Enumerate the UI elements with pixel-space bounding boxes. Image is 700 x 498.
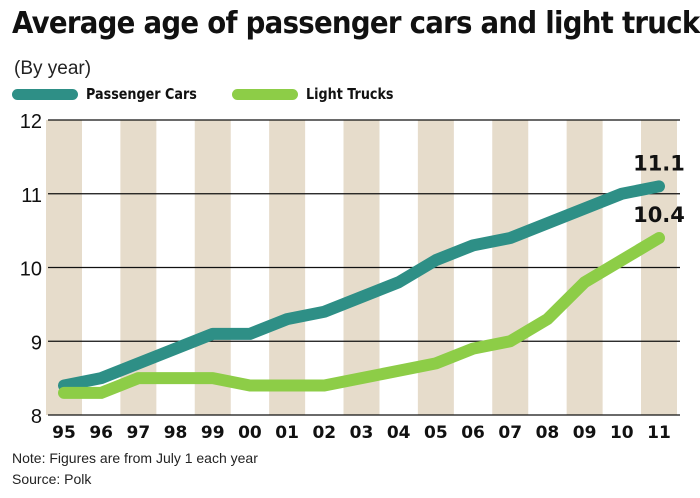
legend: Passenger Cars Light Trucks xyxy=(12,83,409,105)
x-tick-label-03: 03 xyxy=(350,423,374,443)
x-tick-label-11: 11 xyxy=(647,423,671,443)
series-line-light-trucks xyxy=(58,232,665,399)
x-tick-label-04: 04 xyxy=(387,423,411,443)
data-label-light-trucks: 10.4 xyxy=(633,203,685,227)
footnote-source: Source: Polk xyxy=(12,471,92,487)
y-tick-label-12: 12 xyxy=(20,111,42,133)
x-tick-label-10: 10 xyxy=(610,423,634,443)
x-tick-label-99: 99 xyxy=(201,423,225,443)
chart-title: Average age of passenger cars and light … xyxy=(12,6,700,41)
x-tick-label-08: 08 xyxy=(536,423,560,443)
y-tick-label-9: 9 xyxy=(31,332,42,354)
x-tick-label-02: 02 xyxy=(312,423,336,443)
line-chart: 8 9 10 11 12 95 96 97 98 99 00 01 02 03 04 05 06 07 08 09 10… xyxy=(20,111,685,443)
x-tick-label-06: 06 xyxy=(461,423,485,443)
legend-swatch-passenger-cars xyxy=(12,88,78,100)
y-tick-label-10: 10 xyxy=(20,259,42,281)
footnote-note: Note: Figures are from July 1 each year xyxy=(12,450,258,466)
y-tick-label-11: 11 xyxy=(21,185,42,207)
x-tick-label-95: 95 xyxy=(52,423,76,443)
legend-item-passenger-cars: Passenger Cars xyxy=(12,85,216,103)
chart-subtitle: (By year) xyxy=(14,58,92,79)
x-tick-label-05: 05 xyxy=(424,423,448,443)
x-tick-label-01: 01 xyxy=(275,423,299,443)
legend-swatch-light-trucks xyxy=(232,88,299,100)
legend-label-light-trucks: Light Trucks xyxy=(306,85,394,103)
x-tick-label-09: 09 xyxy=(573,423,597,443)
x-tick-label-96: 96 xyxy=(89,423,113,443)
x-tick-label-98: 98 xyxy=(164,423,188,443)
legend-label-passenger-cars: Passenger Cars xyxy=(86,85,197,103)
legend-item-light-trucks: Light Trucks xyxy=(232,85,409,103)
x-tick-label-00: 00 xyxy=(238,423,262,443)
x-tick-label-97: 97 xyxy=(127,423,151,443)
data-label-passenger-cars: 11.1 xyxy=(633,151,685,175)
x-tick-label-07: 07 xyxy=(498,423,522,443)
y-tick-label-8: 8 xyxy=(31,406,42,428)
series-line-passenger-cars xyxy=(58,180,665,392)
